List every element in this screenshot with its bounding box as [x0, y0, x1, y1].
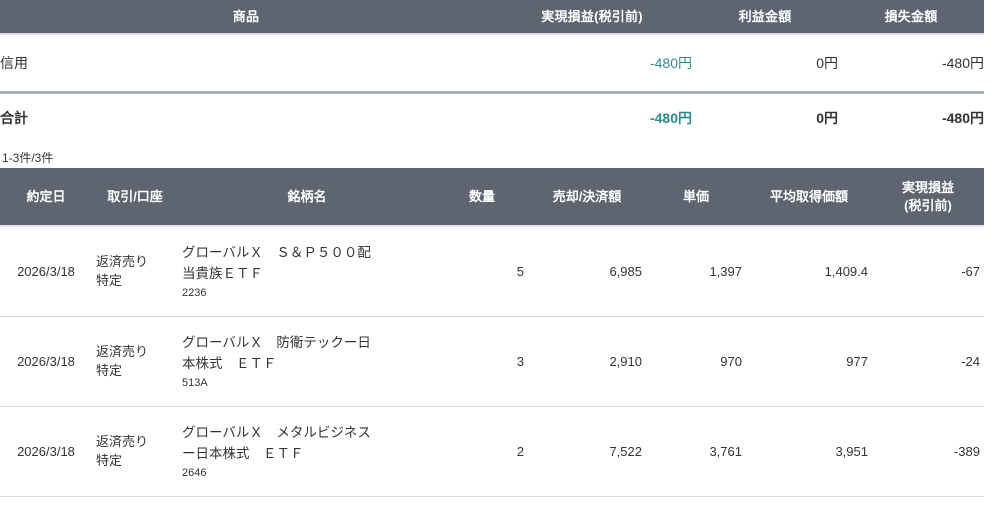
detail-table: 約定日 取引/口座 銘柄名 数量 売却/決済額 単価 平均取得価額 実現損益 (… [0, 168, 984, 497]
row-trade-account: 返済売り 特定 [92, 226, 178, 316]
summary-row-label: 信用 [0, 54, 28, 71]
detail-col-realized-pl-line1: 実現損益 [901, 179, 954, 195]
detail-col-unit-price: 単価 [646, 168, 746, 226]
summary-col-gain: 利益金額 [692, 0, 838, 34]
detail-col-quantity: 数量 [436, 168, 528, 226]
row-unit-price: 1,397 [709, 263, 742, 279]
row-issue-name: グローバルＸ Ｓ＆Ｐ５００配 当貴族ＥＴＦ 2236 [178, 226, 436, 316]
row-sale-amount: 7,522 [609, 443, 642, 459]
summary-total-loss: -480円 [941, 110, 984, 126]
row-realized-pl: -24 [961, 353, 980, 369]
detail-header-row: 約定日 取引/口座 銘柄名 数量 売却/決済額 単価 平均取得価額 実現損益 (… [0, 168, 984, 226]
row-issue-name-line1: グローバルＸ Ｓ＆Ｐ５００配 [182, 244, 371, 260]
row-trade-account: 返済売り 特定 [92, 406, 178, 496]
row-quantity: 2 [516, 443, 524, 459]
row-trade-type: 返済売り [96, 344, 149, 359]
detail-col-sale-amount: 売却/決済額 [528, 168, 646, 226]
summary-row-loss: -480円 [941, 54, 984, 71]
row-quantity: 5 [516, 263, 524, 279]
result-count: 1-3件/3件 [2, 151, 54, 165]
table-row[interactable]: 2026/3/18 返済売り 特定 グローバルＸ Ｓ＆Ｐ５００配 当貴族ＥＴＦ … [0, 226, 984, 316]
row-date: 2026/3/18 [17, 353, 75, 369]
summary-table: 商品 実現損益(税引前) 利益金額 損失金額 信用 -480円 0円 -480円… [0, 0, 984, 142]
summary-total-realized-pl: -480円 [649, 110, 692, 126]
row-account-type: 特定 [96, 453, 123, 468]
summary-header-row: 商品 実現損益(税引前) 利益金額 損失金額 [0, 0, 984, 34]
row-issue-name: グローバルＸ メタルビジネス ー日本株式 ＥＴＦ 2646 [178, 406, 436, 496]
row-trade-type: 返済売り [96, 254, 149, 270]
summary-col-product: 商品 [0, 0, 492, 34]
summary-table-header: 商品 実現損益(税引前) 利益金額 損失金額 [0, 0, 984, 34]
row-issue-code: 2236 [182, 286, 207, 299]
row-issue-name-line2: ー日本株式 ＥＴＦ [182, 445, 304, 461]
row-issue-name-line1: グローバルＸ 防衛テックー日 [182, 334, 371, 350]
row-issue-name: グローバルＸ 防衛テックー日 本株式 ＥＴＦ 513A [178, 316, 436, 406]
table-row[interactable]: 2026/3/18 返済売り 特定 グローバルＸ 防衛テックー日 本株式 ＥＴＦ… [0, 316, 984, 406]
detail-col-date: 約定日 [0, 168, 92, 226]
summary-row-gain: 0円 [816, 54, 838, 71]
summary-col-loss: 損失金額 [838, 0, 984, 34]
row-issue-code: 2646 [182, 466, 207, 479]
summary-total-gain: 0円 [816, 110, 838, 126]
summary-table-body: 信用 -480円 0円 -480円 合計 -480円 0円 -480円 [0, 34, 984, 142]
summary-divider [0, 90, 984, 94]
detail-col-realized-pl: 実現損益 (税引前) [872, 168, 984, 226]
row-unit-price: 3,761 [709, 443, 742, 459]
summary-total-label: 合計 [0, 110, 28, 126]
summary-col-realized-pl: 実現損益(税引前) [492, 0, 692, 34]
row-quantity: 3 [516, 353, 524, 369]
summary-row-total: 合計 -480円 0円 -480円 [0, 94, 984, 142]
row-trade-type: 返済売り [96, 434, 149, 449]
row-date: 2026/3/18 [17, 443, 75, 459]
detail-col-issue-name: 銘柄名 [178, 168, 436, 226]
row-avg-cost: 3,951 [835, 443, 868, 459]
row-account-type: 特定 [96, 363, 123, 378]
row-realized-pl: -67 [961, 263, 980, 279]
detail-col-realized-pl-line2: (税引前) [904, 197, 952, 213]
detail-col-avg-cost: 平均取得価額 [746, 168, 872, 226]
row-trade-account: 返済売り 特定 [92, 316, 178, 406]
summary-separator-row [0, 90, 984, 94]
row-sale-amount: 6,985 [609, 263, 642, 279]
row-realized-pl: -389 [953, 443, 980, 459]
row-unit-price: 970 [720, 353, 742, 369]
row-issue-name-line2: 本株式 ＥＴＦ [182, 355, 277, 371]
detail-table-body: 2026/3/18 返済売り 特定 グローバルＸ Ｓ＆Ｐ５００配 当貴族ＥＴＦ … [0, 226, 984, 496]
row-avg-cost: 1,409.4 [824, 263, 868, 279]
row-account-type: 特定 [96, 273, 123, 289]
row-avg-cost: 977 [846, 353, 868, 369]
row-date: 2026/3/18 [17, 263, 75, 279]
summary-row-realized-pl: -480円 [649, 54, 692, 71]
row-issue-name-line1: グローバルＸ メタルビジネス [182, 424, 371, 440]
row-issue-code: 513A [182, 376, 208, 389]
summary-separator-cell [0, 90, 984, 94]
summary-row-credit: 信用 -480円 0円 -480円 [0, 34, 984, 90]
row-sale-amount: 2,910 [609, 353, 642, 369]
detail-table-header: 約定日 取引/口座 銘柄名 数量 売却/決済額 単価 平均取得価額 実現損益 (… [0, 168, 984, 226]
detail-col-trade-account: 取引/口座 [92, 168, 178, 226]
table-row[interactable]: 2026/3/18 返済売り 特定 グローバルＸ メタルビジネス ー日本株式 Ｅ… [0, 406, 984, 496]
row-issue-name-line2: 当貴族ＥＴＦ [182, 265, 263, 281]
